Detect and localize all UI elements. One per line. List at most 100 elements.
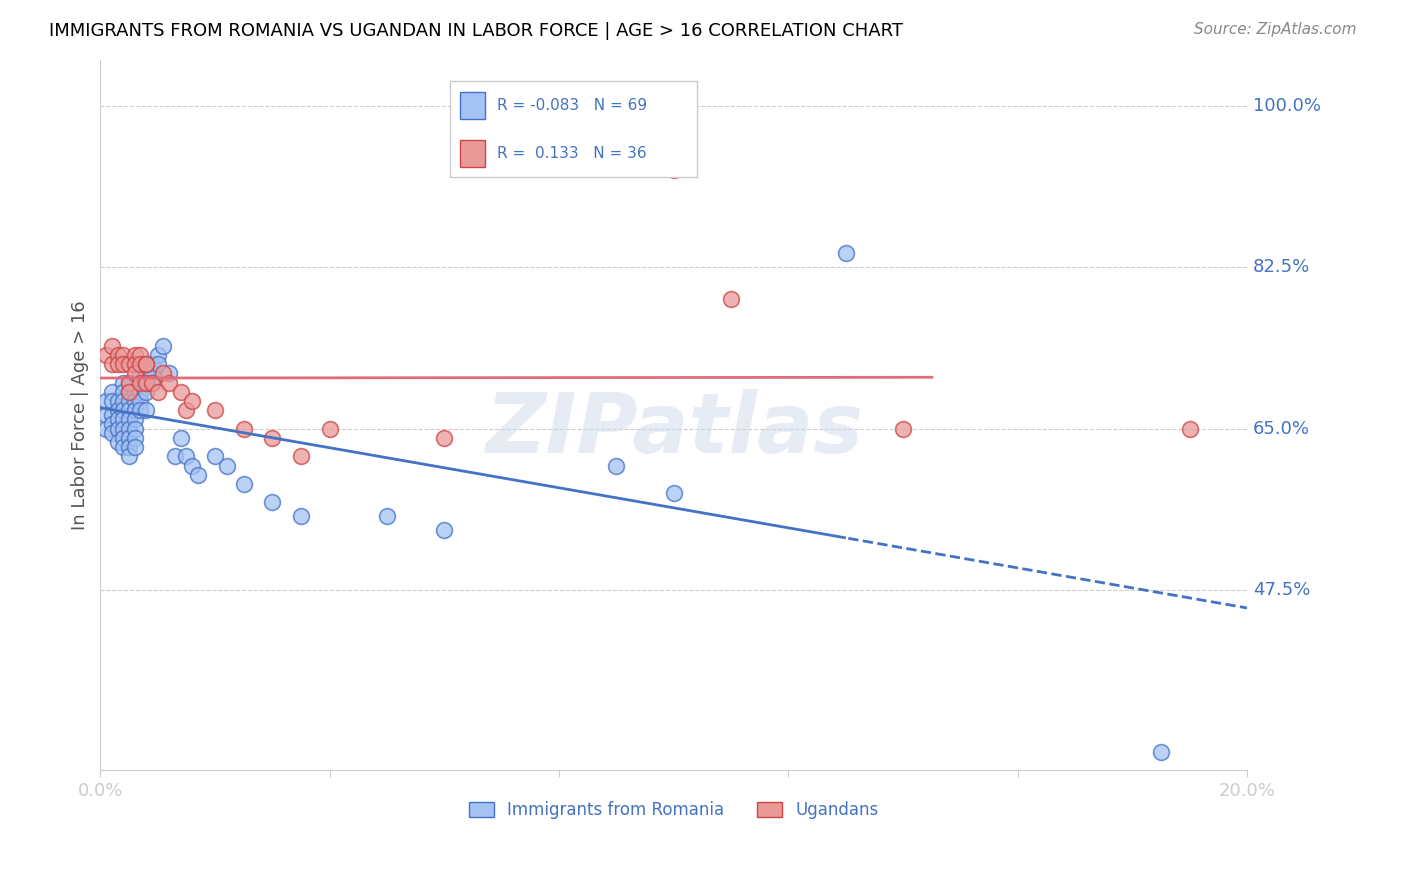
- Point: [107, 357, 129, 371]
- Point: [129, 376, 152, 390]
- Point: [262, 431, 284, 445]
- Point: [101, 394, 124, 409]
- Point: [1150, 745, 1173, 759]
- Point: [107, 422, 129, 436]
- Point: [152, 338, 174, 352]
- Point: [319, 422, 342, 436]
- Point: [94, 422, 117, 436]
- Point: [181, 394, 204, 409]
- Point: [215, 458, 238, 473]
- Point: [129, 394, 152, 409]
- Text: Source: ZipAtlas.com: Source: ZipAtlas.com: [1194, 22, 1357, 37]
- Legend: Immigrants from Romania, Ugandans: Immigrants from Romania, Ugandans: [463, 794, 886, 826]
- Point: [129, 384, 152, 399]
- Text: 65.0%: 65.0%: [1253, 419, 1310, 438]
- Point: [101, 384, 124, 399]
- Point: [605, 458, 627, 473]
- Point: [204, 450, 226, 464]
- Point: [375, 509, 398, 524]
- Point: [1178, 422, 1201, 436]
- Point: [662, 486, 685, 500]
- Point: [187, 467, 209, 482]
- Point: [433, 523, 456, 537]
- Point: [135, 357, 157, 371]
- Point: [112, 376, 135, 390]
- Point: [124, 440, 146, 454]
- Point: [290, 509, 312, 524]
- Point: [146, 357, 169, 371]
- Point: [101, 357, 124, 371]
- Point: [135, 376, 157, 390]
- Point: [118, 412, 141, 426]
- Point: [107, 435, 129, 450]
- Point: [118, 384, 141, 399]
- Point: [124, 384, 146, 399]
- Point: [94, 394, 117, 409]
- Point: [112, 422, 135, 436]
- Point: [135, 403, 157, 417]
- Point: [157, 366, 180, 380]
- Point: [118, 376, 141, 390]
- Point: [112, 394, 135, 409]
- Point: [135, 366, 157, 380]
- Point: [101, 426, 124, 441]
- Point: [101, 338, 124, 352]
- Point: [169, 384, 191, 399]
- Point: [124, 431, 146, 445]
- Point: [129, 376, 152, 390]
- Point: [662, 163, 685, 178]
- Point: [124, 403, 146, 417]
- Point: [176, 403, 198, 417]
- Text: IMMIGRANTS FROM ROMANIA VS UGANDAN IN LABOR FORCE | AGE > 16 CORRELATION CHART: IMMIGRANTS FROM ROMANIA VS UGANDAN IN LA…: [49, 22, 903, 40]
- Point: [112, 431, 135, 445]
- Text: 47.5%: 47.5%: [1253, 581, 1310, 599]
- Point: [124, 394, 146, 409]
- Point: [176, 450, 198, 464]
- Point: [118, 450, 141, 464]
- Point: [129, 366, 152, 380]
- Point: [135, 384, 157, 399]
- Point: [141, 376, 163, 390]
- Point: [107, 403, 129, 417]
- Point: [124, 366, 146, 380]
- Point: [94, 408, 117, 422]
- Point: [101, 417, 124, 431]
- Point: [107, 412, 129, 426]
- Text: 100.0%: 100.0%: [1253, 96, 1322, 115]
- Point: [141, 376, 163, 390]
- Point: [112, 403, 135, 417]
- Point: [232, 422, 254, 436]
- Point: [290, 450, 312, 464]
- Point: [112, 440, 135, 454]
- Point: [112, 384, 135, 399]
- Point: [129, 348, 152, 362]
- Point: [163, 450, 186, 464]
- Point: [118, 384, 141, 399]
- Point: [112, 412, 135, 426]
- Point: [124, 348, 146, 362]
- Point: [118, 431, 141, 445]
- Point: [152, 366, 174, 380]
- Point: [118, 357, 141, 371]
- Point: [124, 412, 146, 426]
- Point: [135, 357, 157, 371]
- Point: [232, 477, 254, 491]
- Point: [112, 357, 135, 371]
- Point: [118, 403, 141, 417]
- Point: [101, 408, 124, 422]
- Text: 82.5%: 82.5%: [1253, 258, 1310, 277]
- Point: [891, 422, 914, 436]
- Point: [181, 458, 204, 473]
- Point: [107, 394, 129, 409]
- Point: [262, 495, 284, 509]
- Point: [118, 394, 141, 409]
- Point: [157, 376, 180, 390]
- Point: [433, 431, 456, 445]
- Point: [204, 403, 226, 417]
- Point: [835, 246, 858, 260]
- Point: [720, 293, 742, 307]
- Point: [129, 357, 152, 371]
- Point: [141, 357, 163, 371]
- Point: [124, 357, 146, 371]
- Point: [169, 431, 191, 445]
